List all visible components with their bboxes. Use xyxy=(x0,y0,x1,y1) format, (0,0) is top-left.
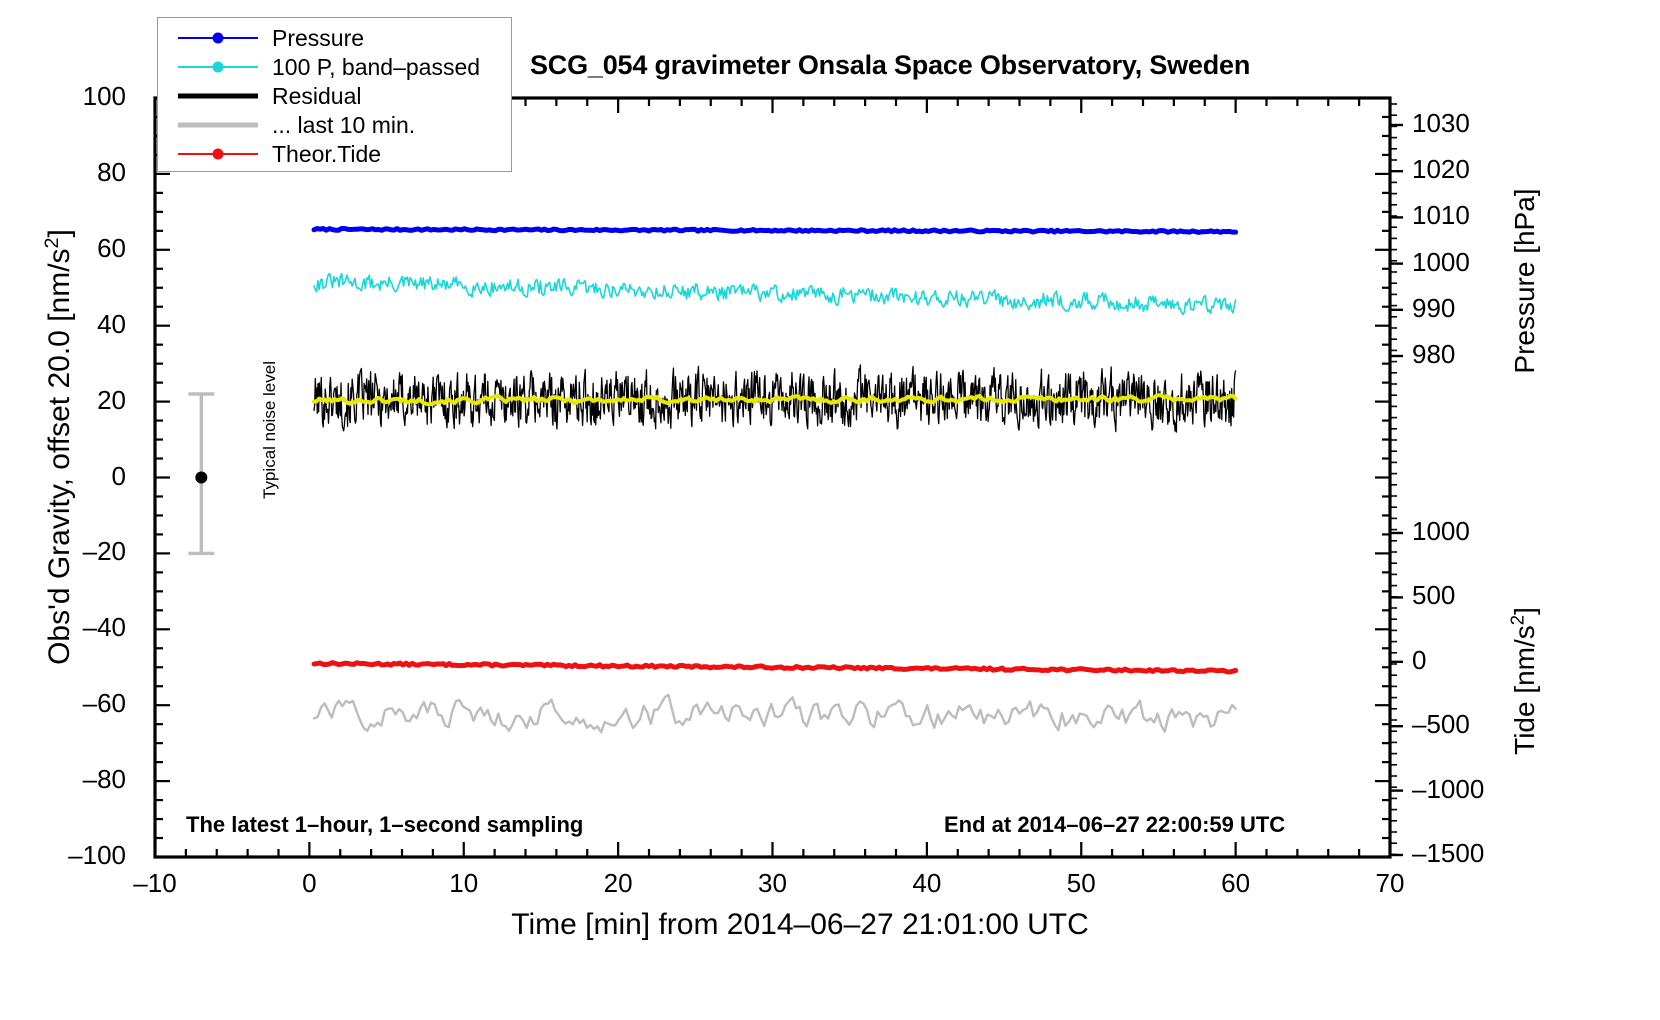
legend-item-100-p-band-passed[interactable]: 100 P, band–passed xyxy=(158,53,511,81)
y-tick-label-left: –80 xyxy=(82,764,126,795)
legend-key-icon xyxy=(174,111,262,139)
chart-title: SCG_054 gravimeter Onsala Space Observat… xyxy=(530,50,1251,80)
x-tick-label: –10 xyxy=(133,868,177,898)
noise-level-point xyxy=(195,471,208,484)
legend-item-residual[interactable]: Residual xyxy=(158,82,511,110)
series-last-10-min xyxy=(312,693,1237,734)
y-tick-label-pressure: 1030 xyxy=(1412,108,1470,138)
legend-line-icon xyxy=(178,122,258,128)
y-tick-label-left: 20 xyxy=(97,384,126,415)
x-tick-label: 60 xyxy=(1221,868,1251,898)
legend-key-icon xyxy=(174,82,262,110)
y-tick-label-left: –40 xyxy=(82,612,126,643)
y-tick-label-tide: –500 xyxy=(1412,709,1470,740)
y-tick-label-pressure: 990 xyxy=(1412,292,1456,323)
y-tick-label-tide: 0 xyxy=(1412,644,1427,675)
x-tick-label: 20 xyxy=(603,868,633,898)
y-tick-label-tide: 1000 xyxy=(1412,516,1470,546)
x-tick-label: 0 xyxy=(302,868,317,898)
legend-key-icon xyxy=(174,24,262,52)
y-tick-label-pressure: 980 xyxy=(1412,339,1456,369)
y-tick-label-left: 80 xyxy=(97,156,126,187)
legend-item-last-10-min[interactable]: ... last 10 min. xyxy=(158,111,511,139)
legend-dot-icon xyxy=(212,32,224,44)
legend-item-theor-tide[interactable]: Theor.Tide xyxy=(158,140,511,168)
legend-key-icon xyxy=(174,53,262,81)
legend-item-label: 100 P, band–passed xyxy=(272,54,481,80)
chart-legend: Pressure 100 P, band–passed Residual ... la… xyxy=(157,17,512,172)
y-tick-label-left: 100 xyxy=(82,81,126,111)
legend-item-label: Theor.Tide xyxy=(272,141,382,167)
x-axis-title: Time [min] from 2014–06–27 21:01:00 UTC xyxy=(511,908,1089,941)
y-tick-label-left: –60 xyxy=(82,688,126,719)
sampling-note: The latest 1–hour, 1–second sampling xyxy=(186,812,584,837)
y-tick-label-tide: 500 xyxy=(1412,580,1456,611)
series-theor-tide xyxy=(311,660,1239,675)
series-residual-smoothed xyxy=(312,393,1238,407)
x-tick-label: 70 xyxy=(1375,868,1405,898)
legend-item-pressure[interactable]: Pressure xyxy=(158,24,511,52)
y-tick-label-left: –20 xyxy=(82,536,126,567)
x-tick-label: 30 xyxy=(758,868,787,898)
legend-key-icon xyxy=(174,140,262,168)
end-time-note: End at 2014–06–27 22:00:59 UTC xyxy=(944,812,1286,837)
series-100-p-band-passed xyxy=(313,272,1237,316)
legend-item-label: Pressure xyxy=(272,25,365,51)
series-pressure xyxy=(311,225,1239,235)
legend-item-label: ... last 10 min. xyxy=(272,112,416,138)
y-tick-label-pressure: 1020 xyxy=(1412,154,1470,185)
x-tick-label: 40 xyxy=(912,868,942,898)
legend-dot-icon xyxy=(212,148,224,160)
y-tick-label-left: –100 xyxy=(68,840,126,870)
y-axis-right-pressure-title: Pressure [hPa] xyxy=(1509,188,1540,374)
legend-dot-icon xyxy=(212,61,224,73)
y-tick-label-tide: –1500 xyxy=(1412,838,1485,868)
plot-frame xyxy=(153,96,1392,859)
y-tick-label-tide: –1000 xyxy=(1412,773,1485,804)
x-tick-label: 50 xyxy=(1066,868,1096,898)
y-tick-label-left: 0 xyxy=(111,460,126,491)
y-tick-label-pressure: 1000 xyxy=(1412,246,1470,277)
legend-line-icon xyxy=(178,93,258,99)
x-tick-label: 10 xyxy=(449,868,479,898)
noise-level-label: Typical noise level xyxy=(260,361,279,499)
y-tick-label-left: 60 xyxy=(97,232,126,263)
legend-item-label: Residual xyxy=(272,83,362,109)
y-tick-label-left: 40 xyxy=(97,308,126,339)
y-tick-label-pressure: 1010 xyxy=(1412,200,1470,231)
